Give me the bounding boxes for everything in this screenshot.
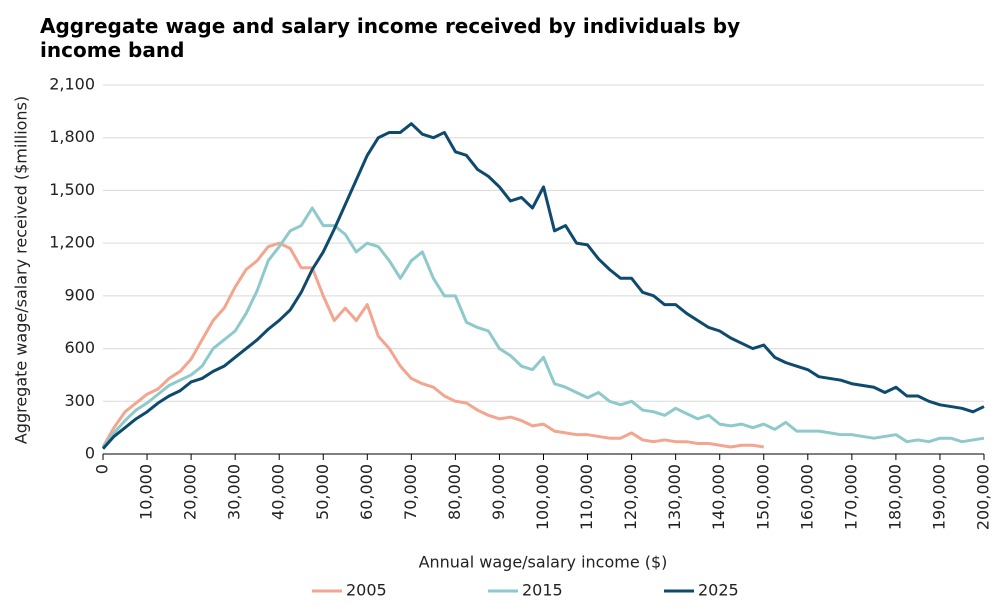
x-tick-label: 40,000 <box>269 464 288 520</box>
x-tick-label: 120,000 <box>621 464 640 530</box>
x-tick-label: 140,000 <box>709 464 728 530</box>
x-tick-label: 170,000 <box>841 464 860 530</box>
x-tick-label: 190,000 <box>929 464 948 530</box>
x-axis-label: Annual wage/salary income ($) <box>419 553 668 572</box>
x-tick-label: 70,000 <box>401 464 420 520</box>
y-tick-label: 1,500 <box>49 180 95 199</box>
x-tick-label: 50,000 <box>313 464 332 520</box>
y-tick-label: 1,200 <box>49 233 95 252</box>
y-tick-label: 300 <box>64 391 95 410</box>
x-tick-label: 160,000 <box>797 464 816 530</box>
y-tick-label: 0 <box>85 444 95 463</box>
y-tick-label: 600 <box>64 338 95 357</box>
legend-label: 2025 <box>698 581 739 600</box>
y-axis-label: Aggregate wage/salary received ($million… <box>12 96 31 444</box>
legend-label: 2005 <box>346 581 387 600</box>
x-tick-label: 200,000 <box>974 464 993 530</box>
x-tick-label: 30,000 <box>225 464 244 520</box>
x-tick-label: 20,000 <box>181 464 200 520</box>
series-line <box>101 206 985 448</box>
series-line <box>101 241 764 449</box>
series-line <box>101 122 985 450</box>
x-tick-label: 80,000 <box>445 464 464 520</box>
legend-label: 2015 <box>522 581 563 600</box>
x-tick-label: 0 <box>93 464 112 474</box>
y-tick-label: 2,100 <box>49 75 95 94</box>
y-tick-label: 1,800 <box>49 127 95 146</box>
x-tick-label: 100,000 <box>533 464 552 530</box>
x-tick-label: 180,000 <box>885 464 904 530</box>
x-tick-label: 150,000 <box>753 464 772 530</box>
y-tick-label: 900 <box>64 285 95 304</box>
x-tick-label: 110,000 <box>577 464 596 530</box>
chart-title: Aggregate wage and salary income receive… <box>40 14 741 62</box>
x-tick-label: 90,000 <box>489 464 508 520</box>
x-tick-label: 130,000 <box>665 464 684 530</box>
x-tick-label: 60,000 <box>357 464 376 520</box>
x-tick-label: 10,000 <box>137 464 156 520</box>
